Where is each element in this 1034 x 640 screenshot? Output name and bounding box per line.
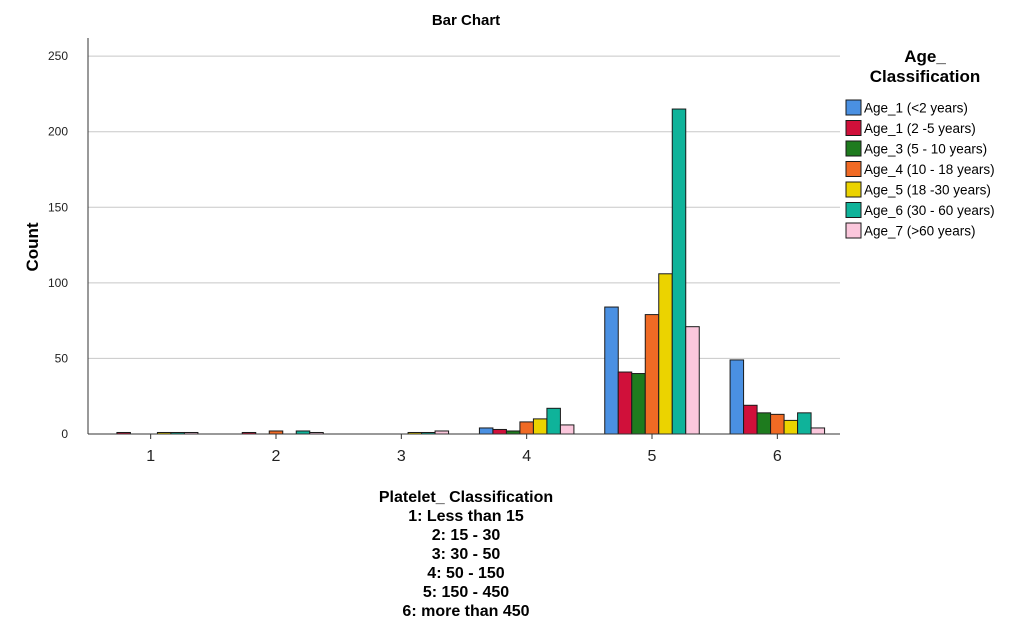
legend-entry-label: Age_4 (10 - 18 years) xyxy=(864,162,995,177)
x-axis-label-line: 2: 15 - 30 xyxy=(432,527,501,544)
bar xyxy=(658,273,673,435)
legend-entry-label: Age_6 (30 - 60 years) xyxy=(864,203,995,218)
x-axis-label-line: Platelet_ Classification xyxy=(379,489,553,506)
y-axis-label: Count xyxy=(23,222,42,271)
bar xyxy=(756,412,772,435)
x-tick-label: 6 xyxy=(773,448,782,465)
bar xyxy=(631,373,646,435)
bar xyxy=(671,108,687,435)
legend: Age_Classification Age_1 (<2 years) Age_1 … xyxy=(845,47,995,239)
bars xyxy=(116,108,826,435)
x-tick-label: 2 xyxy=(272,448,281,465)
bar xyxy=(532,418,548,435)
bar xyxy=(743,404,758,435)
y-tick-label: 250 xyxy=(48,49,68,63)
y-tick-label: 0 xyxy=(61,427,68,441)
bar xyxy=(546,407,561,435)
legend-title-line: Classification xyxy=(870,67,981,86)
bar xyxy=(783,419,799,435)
x-tick-label: 3 xyxy=(397,448,406,465)
bar xyxy=(810,427,826,435)
x-tick-label: 1 xyxy=(146,448,155,465)
legend-entry-label: Age_1 (2 -5 years) xyxy=(864,121,976,136)
y-tick-label: 50 xyxy=(55,351,69,365)
y-tick-label: 200 xyxy=(48,125,68,139)
legend-swatch xyxy=(845,120,862,136)
bar xyxy=(729,359,745,435)
legend-swatch xyxy=(845,161,862,177)
y-tick-label: 100 xyxy=(48,276,68,290)
x-axis-label-line: 4: 50 - 150 xyxy=(427,565,504,582)
bar xyxy=(478,427,494,435)
x-axis-label-line: 3: 30 - 50 xyxy=(432,546,501,563)
legend-swatch xyxy=(845,202,862,218)
legend-title-line: Age_ xyxy=(904,47,946,66)
legend-entry-label: Age_3 (5 - 10 years) xyxy=(864,142,987,157)
x-axis-label-line: 1: Less than 15 xyxy=(408,508,524,525)
y-axis-ticks: 0 50 100 150 200 250 xyxy=(48,49,68,441)
x-axis-label-line: 6: more than 450 xyxy=(402,603,529,620)
y-tick-label: 150 xyxy=(48,200,68,214)
bar xyxy=(770,413,785,435)
x-tick-label: 4 xyxy=(522,448,531,465)
bar xyxy=(797,412,812,435)
legend-entry-label: Age_7 (>60 years) xyxy=(864,224,975,239)
bar xyxy=(519,421,534,435)
bar xyxy=(644,314,660,435)
chart-title: Bar Chart xyxy=(432,12,500,29)
x-tick-label: 5 xyxy=(648,448,657,465)
legend-swatch xyxy=(845,222,862,239)
bar xyxy=(604,306,619,435)
x-axis-label: Platelet_ Classification 1: Less than 15 2… xyxy=(379,489,553,620)
legend-entry-label: Age_5 (18 -30 years) xyxy=(864,183,991,198)
legend-swatch xyxy=(845,181,862,198)
gridlines xyxy=(88,55,840,359)
legend-entry-label: Age_1 (<2 years) xyxy=(864,101,968,116)
x-axis-label-line: 5: 150 - 450 xyxy=(423,584,509,601)
bar xyxy=(492,428,507,435)
bar xyxy=(617,371,633,435)
legend-swatch xyxy=(845,140,862,157)
bar xyxy=(685,326,700,435)
bar xyxy=(559,424,575,435)
x-axis-ticks: 1 2 3 4 5 6 xyxy=(146,434,782,465)
legend-swatch xyxy=(845,99,862,116)
